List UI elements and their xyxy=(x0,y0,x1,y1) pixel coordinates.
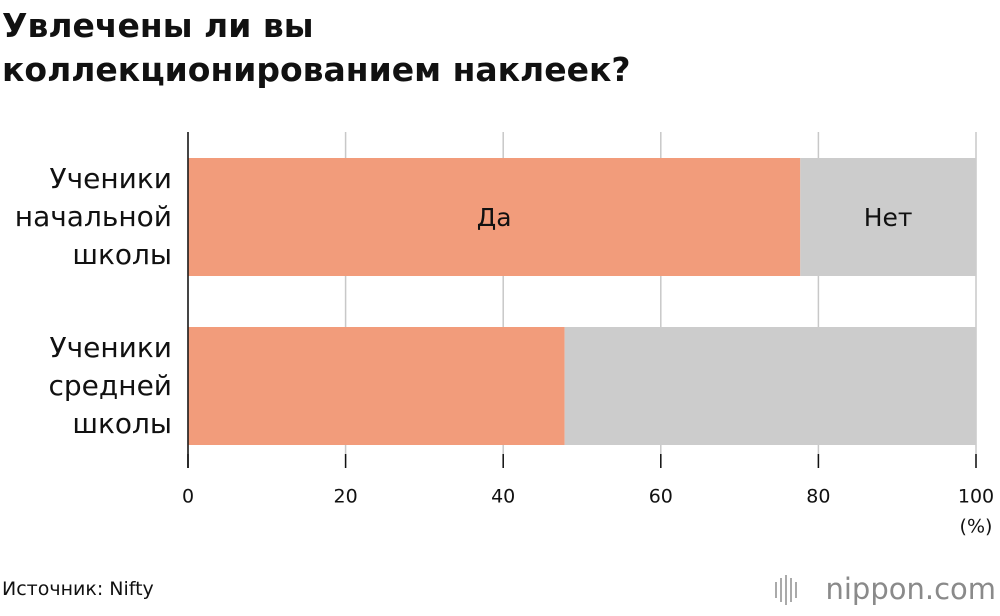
logo: nippon.com xyxy=(825,572,996,606)
bar-segment xyxy=(800,158,976,276)
x-axis-label: (%) xyxy=(960,516,993,538)
chart-title: Увлечены ли вы коллекционированием накле… xyxy=(2,6,631,89)
x-tick-label: 0 xyxy=(182,486,194,508)
x-tick-label: 100 xyxy=(958,486,994,508)
x-tick-label: 40 xyxy=(491,486,515,508)
category-box: Ученики средней школы xyxy=(0,327,172,445)
category-box: Ученики начальной школы xyxy=(0,158,172,276)
x-tick-label: 20 xyxy=(334,486,358,508)
bar-segment xyxy=(188,327,565,445)
y-tick-label: Ученики начальной школы xyxy=(14,162,172,271)
bar-segment xyxy=(188,158,801,276)
y-tick-label: Ученики средней школы xyxy=(48,331,172,440)
series-label: Нет xyxy=(864,203,913,232)
x-tick-label: 60 xyxy=(649,486,673,508)
series-label: Да xyxy=(477,203,512,232)
logo-icon xyxy=(775,575,797,605)
source: Источник: Nifty xyxy=(2,578,154,600)
x-tick-label: 80 xyxy=(806,486,830,508)
bar-segment xyxy=(564,327,976,445)
